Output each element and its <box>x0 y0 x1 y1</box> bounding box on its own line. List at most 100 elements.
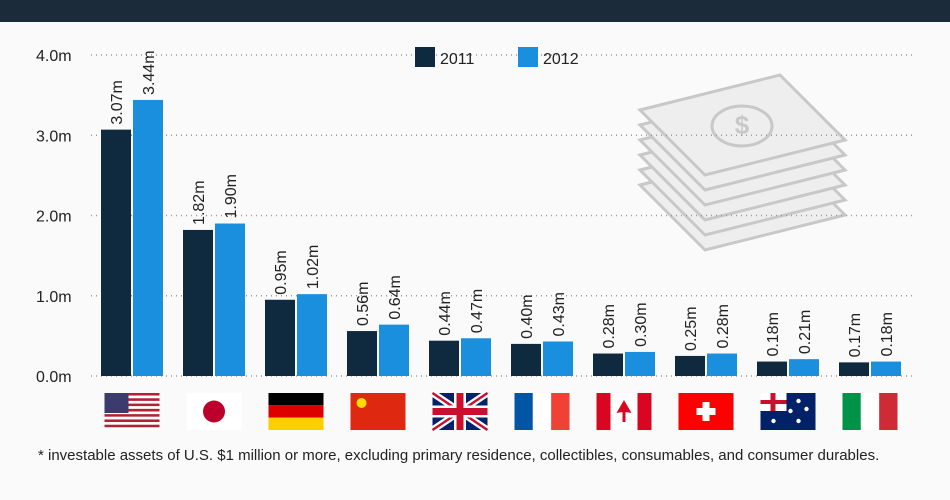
legend-swatch <box>518 47 538 67</box>
legend-label: 2012 <box>543 51 579 68</box>
bar <box>839 362 869 376</box>
flag-part <box>104 393 129 413</box>
money-icon: $ <box>637 73 848 252</box>
flag <box>268 393 324 430</box>
flag-part <box>268 393 324 406</box>
flag-part <box>596 393 611 430</box>
flag-part <box>551 393 570 430</box>
bar <box>789 359 819 376</box>
flag-part <box>796 398 801 404</box>
flag-part <box>879 393 898 430</box>
value-label: 0.21m <box>797 310 814 354</box>
flag-part <box>760 400 787 404</box>
flag <box>430 390 490 433</box>
value-label: 0.30m <box>633 302 650 346</box>
value-label: 0.17m <box>847 313 864 357</box>
flag-part <box>432 408 488 415</box>
value-label: 0.95m <box>273 250 290 294</box>
value-label: 0.44m <box>437 291 454 335</box>
flag-part <box>788 408 793 414</box>
bar <box>543 341 573 376</box>
y-tick-label: 3.0m <box>36 128 72 145</box>
flag-part <box>842 393 861 430</box>
flag-part <box>104 422 160 425</box>
flag-part <box>637 393 652 430</box>
bar <box>461 338 491 376</box>
flag <box>678 393 734 430</box>
value-label: 1.90m <box>223 174 240 218</box>
y-tick-label: 0.0m <box>36 369 72 386</box>
flag-part <box>771 418 776 424</box>
bar <box>183 229 213 376</box>
y-tick-label: 4.0m <box>36 48 72 65</box>
value-label: 1.82m <box>191 180 208 224</box>
flag <box>104 393 160 430</box>
flag-part <box>104 411 160 415</box>
value-label: 0.18m <box>879 312 896 356</box>
bar <box>265 299 295 376</box>
value-label: 0.43m <box>551 292 568 336</box>
bar <box>379 324 409 376</box>
flag-part <box>104 427 160 430</box>
value-label: 0.25m <box>683 306 700 350</box>
flag-part <box>104 419 160 423</box>
value-label: 0.64m <box>387 275 404 319</box>
bar <box>347 331 377 376</box>
flag-part <box>104 424 160 428</box>
flag-part <box>350 393 406 430</box>
flag-part <box>860 393 880 430</box>
bar <box>101 129 131 376</box>
bar <box>707 353 737 376</box>
flag-part <box>796 418 801 424</box>
bar <box>757 361 787 376</box>
bar <box>625 351 655 376</box>
flag-part <box>104 398 160 401</box>
value-label: 0.40m <box>519 294 536 338</box>
flag-part <box>104 400 160 404</box>
bar <box>297 294 327 376</box>
value-label: 3.07m <box>109 80 126 124</box>
flag-part <box>696 408 716 415</box>
y-tick-label: 2.0m <box>36 209 72 226</box>
bar <box>133 99 163 376</box>
flag-part <box>104 406 160 409</box>
flag <box>760 393 816 430</box>
flag-part <box>104 393 160 396</box>
value-label: 3.44m <box>141 50 158 94</box>
flag-part <box>104 416 160 420</box>
bar <box>675 355 705 376</box>
flag-part <box>268 405 324 418</box>
flag-part <box>203 400 225 423</box>
flag <box>350 393 406 430</box>
flag-part <box>104 403 160 407</box>
bar <box>215 223 245 376</box>
header-band <box>0 0 950 22</box>
bar <box>511 343 541 376</box>
flag <box>596 393 652 430</box>
flag-part <box>104 395 160 399</box>
svg-text:$: $ <box>735 110 750 140</box>
value-label: 0.28m <box>601 304 618 348</box>
flag <box>842 393 898 430</box>
flag <box>514 393 570 430</box>
legend-label: 2011 <box>440 51 475 68</box>
flag-part <box>616 400 632 422</box>
flag-part <box>356 398 367 408</box>
bar <box>429 340 459 376</box>
flag-part <box>804 406 809 412</box>
value-label: 0.28m <box>715 304 732 348</box>
flag-part <box>268 417 324 430</box>
value-label: 1.02m <box>305 245 322 289</box>
value-label: 0.47m <box>469 289 486 333</box>
bar <box>593 353 623 376</box>
flag-part <box>104 408 160 412</box>
value-label: 0.18m <box>765 312 782 356</box>
value-label: 0.56m <box>355 282 372 326</box>
y-tick-label: 1.0m <box>36 289 72 306</box>
flag-part <box>514 393 533 430</box>
footnote: * investable assets of U.S. $1 million o… <box>38 447 880 464</box>
flag-part <box>104 414 160 417</box>
legend-swatch <box>415 47 435 67</box>
